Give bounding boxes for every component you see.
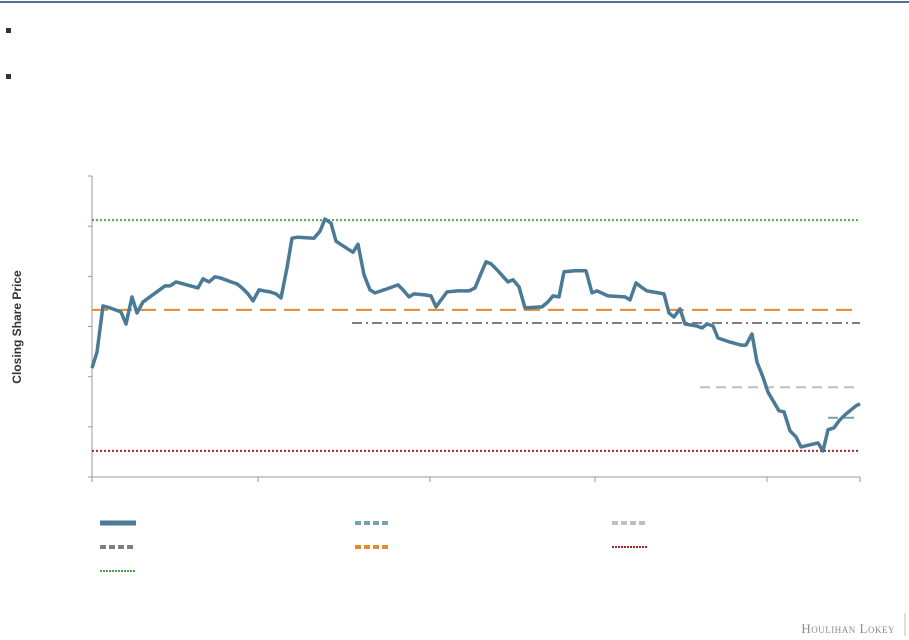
bullet — [6, 74, 11, 79]
y-axis-label: Closing Share Price — [10, 270, 24, 384]
bullet — [6, 28, 11, 33]
price-line — [90, 217, 861, 453]
footer-logo: Houlihan Lokey — [801, 621, 895, 636]
